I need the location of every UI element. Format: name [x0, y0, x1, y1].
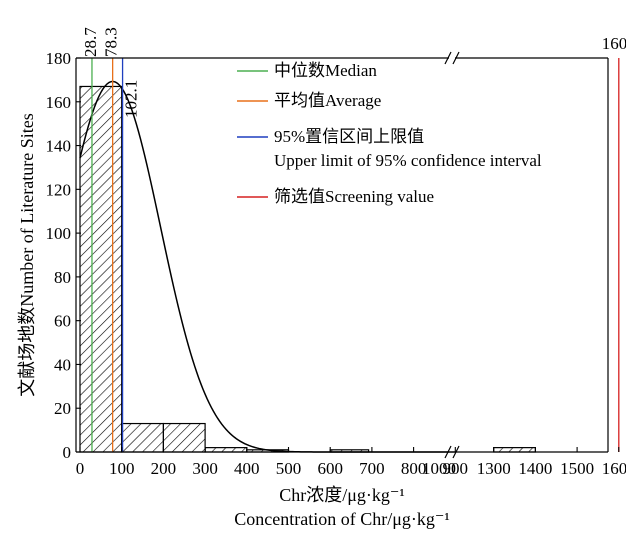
x-axis-title: Chr浓度/μg·kg⁻¹ — [279, 485, 405, 505]
y-tick-label: 160 — [46, 93, 72, 112]
x-tick-label: 1400 — [518, 459, 552, 478]
legend-label-2: 95%置信区间上限值 — [274, 127, 424, 146]
x-tick-label: 400 — [234, 459, 260, 478]
x-tick-label: 800 — [401, 459, 427, 478]
y-tick-label: 140 — [46, 137, 72, 156]
y-tick-label: 0 — [63, 443, 72, 462]
y-tick-label: 60 — [54, 312, 71, 331]
histogram-bar-0 — [79, 85, 123, 453]
y-axis-title: 文献场地数Number of Literature Sites — [17, 113, 37, 396]
x-axis-title-en: Concentration of Chr/μg·kg⁻¹ — [234, 509, 450, 529]
x-tick-label: 900 — [443, 459, 469, 478]
x-tick-label: 600 — [317, 459, 343, 478]
legend-label-3: 筛选值Screening value — [274, 187, 434, 206]
legend-label-1: 平均值Average — [274, 91, 381, 110]
annotation-upper95: 102.1 — [122, 80, 141, 118]
legend-label-0: 中位数Median — [274, 61, 377, 80]
x-tick-label: 1000 — [422, 459, 456, 478]
y-tick-label: 120 — [46, 180, 72, 199]
axis-break-mark-1-1 — [452, 445, 460, 459]
y-tick-label: 80 — [54, 268, 71, 287]
x-tick-label: 1500 — [560, 459, 594, 478]
x-tick-label: 1300 — [477, 459, 511, 478]
x-tick-label: 200 — [151, 459, 177, 478]
histogram-bar-3 — [204, 447, 248, 453]
axis-break-mark-1-0 — [444, 445, 452, 459]
axis-break-mark-0-1 — [452, 51, 460, 65]
annotation-average: 78.3 — [102, 27, 121, 57]
x-tick-label: 300 — [192, 459, 218, 478]
x-tick-label: 100 — [109, 459, 135, 478]
axis-break-mark-0-0 — [444, 51, 452, 65]
y-tick-label: 40 — [54, 355, 71, 374]
histogram-bar-1 — [121, 422, 164, 453]
histogram-bar-6 — [493, 447, 537, 453]
histogram-bar-2 — [162, 422, 206, 453]
y-tick-label: 100 — [46, 224, 72, 243]
legend-label-2-1: Upper limit of 95% confidence interval — [274, 151, 542, 170]
x-tick-label: 0 — [76, 459, 85, 478]
y-tick-label: 20 — [54, 399, 71, 418]
x-tick-label: 500 — [276, 459, 302, 478]
annotation-median: 28.7 — [81, 27, 100, 57]
x-tick-label: 700 — [359, 459, 385, 478]
y-tick-label: 180 — [46, 49, 72, 68]
